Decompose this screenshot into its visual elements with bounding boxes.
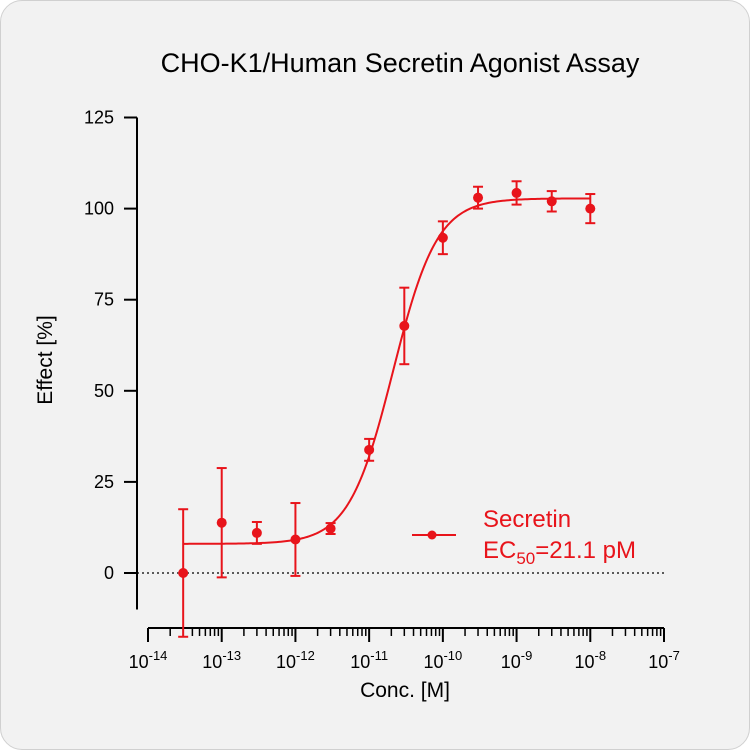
x-tick-exponent: -12 xyxy=(296,648,315,663)
x-tick-label: 10-12 xyxy=(276,648,315,672)
legend-ec50-text: EC50=21.1 pM xyxy=(483,537,636,568)
x-tick-base: 10 xyxy=(423,652,443,672)
x-tick-exponent: -13 xyxy=(222,648,241,663)
y-tick-label: 50 xyxy=(94,381,114,401)
x-tick-base: 10 xyxy=(501,652,521,672)
data-point xyxy=(178,568,189,578)
x-tick-base: 10 xyxy=(350,652,370,672)
data-point xyxy=(473,192,484,203)
x-tick-base: 10 xyxy=(202,652,222,672)
x-tick-exponent: -10 xyxy=(443,648,462,663)
y-tick-label: 125 xyxy=(84,108,114,128)
chart-title: CHO-K1/Human Secretin Agonist Assay xyxy=(160,48,640,78)
legend-series-name: Secretin xyxy=(483,506,571,533)
x-tick-exponent: -9 xyxy=(521,648,533,663)
legend-ec50-subscript: 50 xyxy=(516,549,535,568)
data-point xyxy=(216,517,227,528)
legend-ec50-value: =21.1 pM xyxy=(535,537,636,564)
x-tick-label: 10-13 xyxy=(202,648,241,672)
y-tick-label: 0 xyxy=(104,563,114,583)
x-tick-exponent: -7 xyxy=(668,648,680,663)
x-tick-label: 10-8 xyxy=(574,648,606,672)
data-point xyxy=(511,187,522,198)
data-point xyxy=(251,527,262,538)
x-tick-base: 10 xyxy=(648,652,668,672)
x-axis-label: Conc. [M] xyxy=(360,679,450,702)
x-tick-base: 10 xyxy=(276,652,296,672)
legend-ec50-label: EC xyxy=(483,537,516,564)
data-point xyxy=(325,523,336,534)
x-tick-label: 10-9 xyxy=(501,648,533,672)
y-axis-label: Effect [%] xyxy=(34,315,57,405)
data-point xyxy=(585,203,596,214)
x-tick-exponent: -8 xyxy=(595,648,607,663)
data-point xyxy=(399,320,410,331)
y-tick-label: 100 xyxy=(84,199,114,219)
x-tick-label: 10-10 xyxy=(423,648,462,672)
data-point xyxy=(437,232,448,243)
legend: Secretin EC50=21.1 pM xyxy=(412,506,636,568)
x-tick-exponent: -14 xyxy=(149,648,168,663)
fit-curve xyxy=(183,197,591,545)
y-tick-label: 25 xyxy=(94,472,114,492)
y-tick-label: 75 xyxy=(94,290,114,310)
data-point xyxy=(290,534,301,545)
data-point xyxy=(546,196,557,207)
x-tick-base: 10 xyxy=(129,652,149,672)
legend-marker xyxy=(427,530,437,540)
x-tick-exponent: -11 xyxy=(370,648,388,663)
data-point xyxy=(364,444,375,455)
x-tick-label: 10-11 xyxy=(350,648,388,672)
x-tick-label: 10-7 xyxy=(648,648,680,672)
x-tick-base: 10 xyxy=(574,652,594,672)
x-tick-label: 10-14 xyxy=(129,648,168,672)
